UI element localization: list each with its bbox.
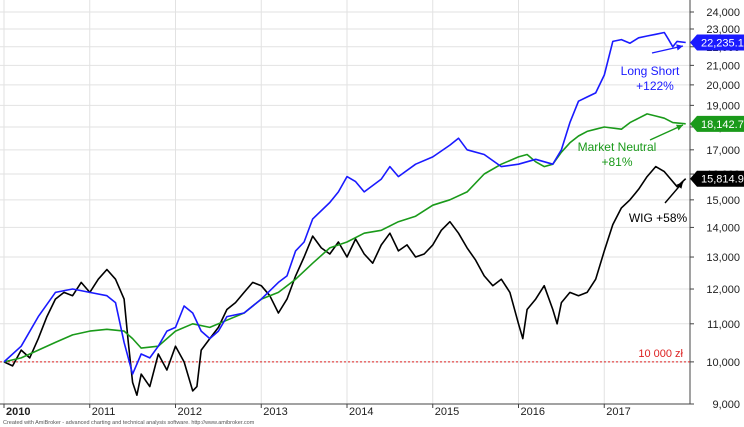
y-tick-label: 23,000 bbox=[706, 24, 740, 36]
reference-line-label: 10 000 zł bbox=[638, 348, 683, 360]
annotation-wig: WIG +58% bbox=[629, 211, 688, 225]
series-lines bbox=[3, 31, 687, 396]
y-tick-label: 17,000 bbox=[706, 145, 740, 157]
y-tick-label: 9,000 bbox=[712, 399, 740, 411]
x-tick-label: 2010 bbox=[6, 406, 30, 418]
last-value-label-wig: 15,814.9 bbox=[701, 174, 744, 186]
x-tick-label: 2011 bbox=[92, 406, 116, 418]
annotation-long-short: +122% bbox=[636, 79, 674, 93]
annotation-arrowhead-long-short bbox=[676, 44, 683, 51]
chart-grid bbox=[0, 0, 690, 405]
y-axis: 9,000 10,000 11,000 12,000 13,000 14,000 15,00… bbox=[689, 0, 740, 411]
y-tick-label: 15,000 bbox=[706, 195, 740, 207]
y-tick-label: 11,000 bbox=[707, 319, 740, 331]
y-tick-label: 19,000 bbox=[706, 100, 740, 112]
series-line-long-short bbox=[3, 31, 686, 375]
x-axis: 2010 2011 2012 2013 2014 2015 2016 2017 bbox=[0, 403, 690, 418]
y-tick-label: 10,000 bbox=[706, 357, 740, 369]
series-line-wig bbox=[3, 165, 687, 396]
series-line-market-neutral bbox=[3, 113, 686, 363]
last-value-tag-wig bbox=[690, 170, 744, 187]
reference-line-group: 10 000 zł bbox=[0, 348, 690, 363]
y-tick-label: 14,000 bbox=[706, 222, 740, 234]
x-tick-label: 2013 bbox=[263, 406, 287, 418]
y-tick-label: 21,000 bbox=[706, 60, 740, 72]
annotation-long-short: Long Short bbox=[621, 64, 680, 78]
last-value-tags: 22,235.1 18,142.7 15,814.9 bbox=[690, 34, 744, 187]
y-tick-label: 13,000 bbox=[706, 252, 740, 264]
x-tick-label: 2012 bbox=[178, 406, 202, 418]
annotation-market-neutral: +81% bbox=[601, 155, 632, 169]
y-tick-label: 12,000 bbox=[706, 284, 740, 296]
annotation-arrowhead-market-neutral bbox=[676, 124, 683, 131]
last-value-label-long-short: 22,235.1 bbox=[701, 38, 744, 50]
last-value-label-market-neutral: 18,142.7 bbox=[701, 119, 744, 131]
annotation-arrowhead-wig bbox=[676, 182, 683, 189]
chart-credit: Created with AmiBroker - advanced charti… bbox=[3, 420, 255, 426]
annotation-market-neutral: Market Neutral bbox=[578, 140, 657, 154]
x-tick-label: 2016 bbox=[521, 406, 545, 418]
y-tick-label: 20,000 bbox=[706, 80, 740, 92]
x-tick-label: 2017 bbox=[606, 406, 630, 418]
series-annotations: Long Short+122% Market Neutral+81% WIG +58… bbox=[578, 44, 688, 225]
last-value-tag-long-short bbox=[690, 34, 744, 51]
x-tick-label: 2015 bbox=[435, 406, 459, 418]
y-tick-label: 24,000 bbox=[706, 7, 740, 19]
x-tick-label: 2014 bbox=[349, 406, 373, 418]
last-value-tag-market-neutral bbox=[690, 115, 744, 132]
